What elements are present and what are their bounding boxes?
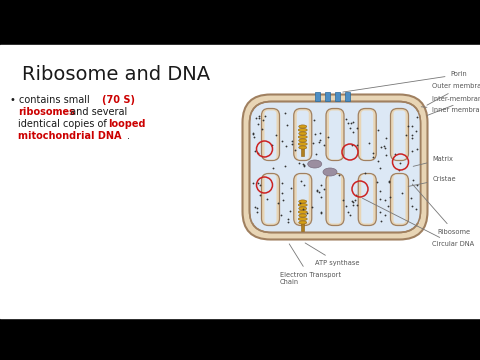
FancyBboxPatch shape [394, 175, 406, 224]
Ellipse shape [308, 160, 322, 168]
Ellipse shape [299, 139, 307, 142]
Ellipse shape [299, 125, 307, 128]
Bar [301, 148, 304, 156]
FancyBboxPatch shape [358, 174, 376, 225]
FancyBboxPatch shape [297, 111, 309, 159]
FancyBboxPatch shape [297, 175, 309, 224]
Text: Porin: Porin [343, 72, 467, 92]
FancyBboxPatch shape [361, 175, 373, 224]
Bar [301, 222, 304, 230]
Text: Ribosome and DNA: Ribosome and DNA [22, 65, 210, 84]
FancyBboxPatch shape [329, 111, 341, 159]
Ellipse shape [299, 214, 307, 217]
Bar [0, 318, 480, 360]
Ellipse shape [298, 135, 307, 139]
Text: Inter-membrane space: Inter-membrane space [427, 95, 480, 116]
Text: ribosomes: ribosomes [18, 107, 75, 117]
Ellipse shape [299, 132, 307, 135]
FancyBboxPatch shape [329, 175, 341, 224]
Text: Ribosome: Ribosome [412, 184, 470, 234]
Text: Inner membrane: Inner membrane [421, 107, 480, 113]
Text: mitochondrial DNA: mitochondrial DNA [18, 131, 121, 141]
Text: Matrix: Matrix [413, 156, 454, 166]
Bar [324, 91, 329, 100]
FancyBboxPatch shape [294, 108, 312, 161]
Ellipse shape [298, 210, 307, 213]
FancyBboxPatch shape [358, 108, 376, 161]
Bar [345, 91, 349, 100]
Ellipse shape [298, 203, 307, 207]
FancyBboxPatch shape [361, 111, 373, 159]
Bar [0, 0, 480, 45]
Bar [0, 45, 480, 318]
FancyBboxPatch shape [262, 108, 279, 161]
Text: Cristae: Cristae [408, 176, 456, 186]
Ellipse shape [298, 143, 307, 145]
Text: Circular DNA: Circular DNA [362, 198, 475, 248]
FancyBboxPatch shape [242, 94, 428, 239]
FancyBboxPatch shape [391, 174, 408, 225]
FancyBboxPatch shape [391, 108, 408, 161]
FancyBboxPatch shape [262, 174, 279, 225]
FancyBboxPatch shape [264, 111, 276, 159]
Ellipse shape [299, 207, 307, 210]
Text: ATP synthase: ATP synthase [305, 243, 360, 266]
FancyBboxPatch shape [326, 108, 344, 161]
Text: Electron Transport
Chain: Electron Transport Chain [280, 244, 341, 284]
FancyBboxPatch shape [294, 174, 312, 225]
Bar [314, 91, 320, 100]
Bar [335, 91, 339, 100]
Ellipse shape [299, 200, 307, 203]
Text: • contains small: • contains small [10, 95, 93, 105]
Text: and several: and several [67, 107, 127, 117]
Ellipse shape [298, 217, 307, 221]
Text: identical copies of: identical copies of [18, 119, 110, 129]
Text: looped: looped [108, 119, 145, 129]
FancyBboxPatch shape [250, 102, 420, 233]
Ellipse shape [298, 129, 307, 132]
FancyBboxPatch shape [394, 111, 406, 159]
Ellipse shape [299, 146, 307, 149]
Ellipse shape [299, 221, 307, 224]
Bar [251, 112, 420, 222]
Text: .: . [127, 131, 130, 141]
FancyBboxPatch shape [326, 174, 344, 225]
FancyBboxPatch shape [264, 175, 276, 224]
Ellipse shape [323, 168, 337, 176]
Text: Outer membrane: Outer membrane [427, 84, 480, 105]
Text: (70 S): (70 S) [102, 95, 135, 105]
